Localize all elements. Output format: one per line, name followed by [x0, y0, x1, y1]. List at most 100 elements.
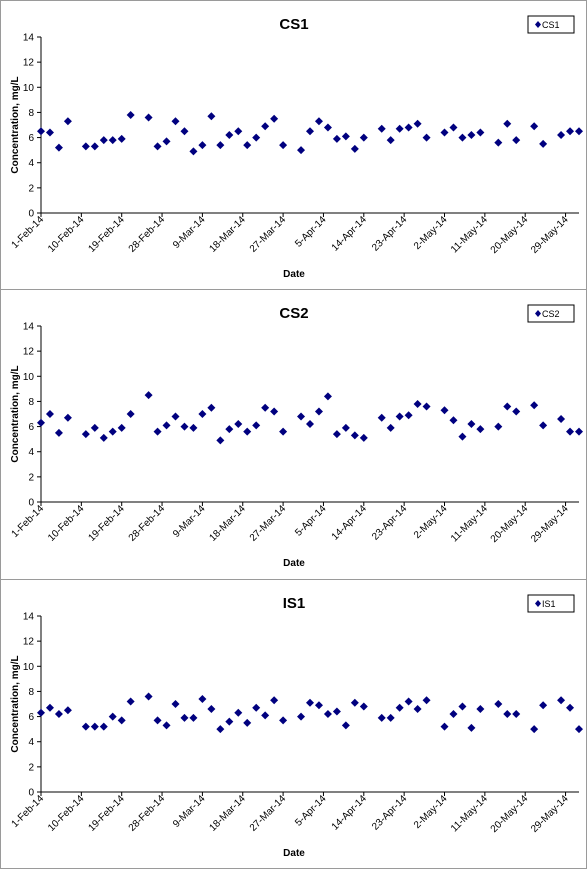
data-point — [144, 391, 153, 400]
x-tick-label: 14-Apr-14 — [330, 214, 370, 254]
data-point — [144, 692, 153, 701]
data-point — [449, 416, 458, 425]
y-tick-label: 14 — [23, 33, 35, 44]
data-point — [512, 136, 521, 145]
data-point — [467, 723, 476, 732]
y-tick-label: 0 — [28, 498, 34, 509]
data-point — [162, 721, 171, 730]
legend: CS2 — [527, 304, 575, 323]
data-point — [539, 701, 548, 710]
x-tick-label: 20-May-14 — [489, 793, 531, 835]
data-point — [404, 123, 413, 132]
legend-label: CS2 — [542, 309, 560, 319]
chart-svg-cs1: CS1 0 2 4 6 8 10 12 14 1-Feb-14 10-Feb-14 19-Feb-14… — [10, 15, 583, 280]
x-tick-label: 27-Mar-14 — [248, 793, 289, 834]
y-tick-label: 8 — [28, 108, 34, 119]
x-tick-label: 18-Mar-14 — [207, 793, 248, 834]
data-point — [413, 119, 422, 128]
data-point — [144, 113, 153, 122]
x-tick-label: 19-Feb-14 — [86, 503, 127, 544]
y-tick-label: 12 — [23, 637, 35, 648]
data-point — [314, 407, 323, 416]
data-point — [467, 131, 476, 140]
chart-title: CS1 — [279, 16, 308, 33]
x-tick-label: 29-May-14 — [529, 793, 571, 835]
data-point — [566, 703, 575, 712]
data-point — [252, 133, 261, 142]
y-tick-label: 2 — [28, 472, 34, 483]
data-point — [243, 427, 252, 436]
y-tick-label: 14 — [23, 322, 35, 333]
data-point — [261, 403, 270, 412]
x-tick-label: 10-Feb-14 — [46, 214, 87, 255]
data-point — [126, 110, 135, 119]
data-point — [153, 716, 162, 725]
data-point — [225, 717, 234, 726]
y-axis-label: Concentration, mg/L — [10, 365, 21, 462]
data-point — [539, 139, 548, 148]
data-point — [332, 134, 341, 143]
data-point — [503, 402, 512, 411]
data-point — [54, 710, 63, 719]
legend: CS1 — [527, 15, 575, 34]
data-point — [99, 136, 108, 145]
data-point — [90, 423, 99, 432]
y-tick-label: 10 — [23, 83, 35, 94]
data-point — [153, 142, 162, 151]
data-point — [530, 401, 539, 410]
data-point — [377, 413, 386, 422]
data-point — [440, 406, 449, 415]
x-tick-label: 14-Apr-14 — [330, 793, 370, 833]
data-point — [261, 711, 270, 720]
x-tick-label: 9-Mar-14 — [171, 793, 208, 830]
data-point — [422, 696, 431, 705]
data-point — [279, 141, 288, 150]
data-point — [306, 420, 314, 429]
data-point — [81, 142, 90, 151]
data-point — [63, 413, 72, 422]
data-point — [503, 710, 512, 719]
x-tick-label: 1-Feb-14 — [10, 793, 47, 830]
x-tick-label: 27-Mar-14 — [248, 214, 289, 255]
x-tick-label: 5-Apr-14 — [293, 503, 329, 539]
legend-box — [527, 594, 575, 613]
x-tick-label: 23-Apr-14 — [370, 214, 410, 254]
data-point — [386, 136, 395, 145]
data-point — [225, 131, 234, 140]
data-point — [440, 722, 449, 731]
x-tick-label: 11-May-14 — [449, 503, 490, 544]
x-tick-label: 10-Feb-14 — [46, 793, 87, 834]
y-tick-label: 2 — [28, 762, 34, 773]
legend-marker — [535, 600, 541, 607]
data-point — [171, 117, 180, 126]
data-point — [494, 422, 503, 431]
data-point — [449, 123, 458, 132]
legend-label: IS1 — [542, 599, 556, 609]
data-point — [476, 128, 485, 137]
legend-box — [527, 304, 575, 323]
data-point — [81, 430, 90, 439]
data-point — [557, 131, 566, 140]
data-point — [297, 712, 306, 721]
data-point — [54, 143, 63, 152]
y-tick-label: 8 — [28, 397, 34, 408]
data-point — [530, 122, 539, 131]
data-point — [45, 703, 54, 712]
data-point — [261, 122, 270, 131]
chart-svg-is1: IS1 0 2 4 6 8 10 12 14 1-Feb-14 10-Feb-14 19-Feb-14… — [10, 594, 583, 859]
y-tick-label: 6 — [28, 133, 34, 144]
data-point — [377, 124, 386, 133]
data-point — [126, 410, 135, 418]
data-point — [413, 399, 422, 408]
data-point — [413, 705, 422, 714]
data-point — [557, 696, 566, 705]
data-point — [306, 698, 314, 707]
data-point — [117, 134, 126, 143]
data-point — [476, 705, 485, 714]
chart-panel-cs2: CS2 0 2 4 6 8 10 12 14 1-Feb-14 10-Feb-14 19-Feb-14… — [0, 289, 587, 580]
y-tick-label: 2 — [28, 183, 34, 194]
data-point — [323, 392, 332, 401]
data-point — [314, 117, 323, 126]
x-tick-label: 1-Feb-14 — [10, 503, 47, 540]
data-point — [63, 706, 72, 715]
